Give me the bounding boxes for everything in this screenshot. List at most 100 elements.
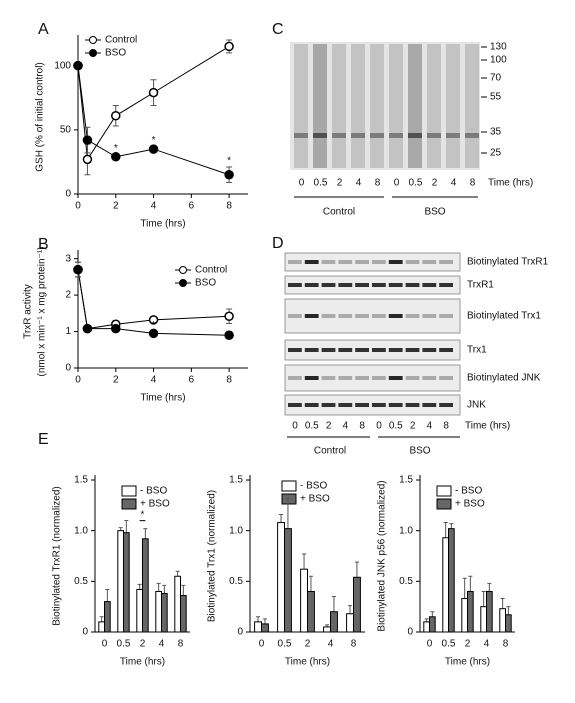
legend-marker xyxy=(179,279,187,287)
blot-band xyxy=(355,314,369,318)
blot-band xyxy=(388,348,403,352)
blot-band xyxy=(405,403,420,407)
x-tick-label: 4 xyxy=(159,639,165,650)
legend-label: - BSO xyxy=(300,481,327,492)
blot-band xyxy=(288,260,302,264)
blot-band xyxy=(321,314,336,318)
legend-marker xyxy=(89,36,97,44)
error-bar xyxy=(285,497,290,529)
x-tick-label: 6 xyxy=(189,201,195,212)
significance: * xyxy=(114,143,118,154)
blot-band xyxy=(338,348,353,352)
group-label: Control xyxy=(314,446,346,457)
bar xyxy=(307,590,315,633)
point xyxy=(73,264,83,275)
panel-label: D xyxy=(272,235,284,252)
blot-band xyxy=(439,283,453,287)
blot-band xyxy=(388,376,403,380)
x-tick-label: 4 xyxy=(328,639,334,650)
legend-swatch xyxy=(281,480,297,492)
blot-lane xyxy=(465,44,479,168)
blot-band xyxy=(422,376,437,380)
legend-swatch xyxy=(121,498,137,510)
blot-band xyxy=(321,376,336,380)
blot-band xyxy=(370,133,384,138)
legend-label: + BSO xyxy=(300,494,330,505)
error-bar xyxy=(162,584,167,594)
lane-label: 8 xyxy=(470,178,476,189)
x-tick-label: 0 xyxy=(259,639,265,650)
x-tick-label: 0.5 xyxy=(278,639,292,650)
blot-band xyxy=(294,133,308,138)
bar xyxy=(174,575,182,633)
blot-band xyxy=(288,403,302,407)
y-axis-title: (nmol x min⁻¹ x mg protein⁻¹) xyxy=(37,246,48,376)
x-axis-title: Time (hrs) xyxy=(120,657,165,668)
significance: * xyxy=(152,320,156,331)
error-bar xyxy=(331,596,336,612)
y-tick-label: 0 xyxy=(65,189,71,200)
error-bar xyxy=(424,618,429,622)
y-tick-label: 0 xyxy=(82,627,88,638)
mw-marker: 130 xyxy=(490,42,507,53)
legend-swatch xyxy=(436,485,452,497)
y-tick-label: 1 xyxy=(65,326,71,337)
bar xyxy=(429,616,436,633)
point xyxy=(224,330,234,340)
blot-band xyxy=(355,403,369,407)
y-tick-label: 0 xyxy=(407,627,413,638)
lane-label: 8 xyxy=(443,421,449,432)
blot-band xyxy=(338,283,353,287)
bar xyxy=(180,595,187,633)
blot-lane xyxy=(408,44,422,168)
x-tick-label: 0.5 xyxy=(442,639,456,650)
legend-swatch xyxy=(436,498,452,510)
row-label: TrxR1 xyxy=(467,280,494,291)
blot-band xyxy=(388,403,403,407)
blot-band xyxy=(422,403,437,407)
bar xyxy=(155,590,163,633)
bar xyxy=(261,623,269,633)
error-bar xyxy=(124,520,129,533)
bar xyxy=(323,626,332,633)
blot-band xyxy=(388,314,403,318)
blot-band xyxy=(288,348,302,352)
blot-band xyxy=(389,133,403,138)
x-tick-label: 2 xyxy=(113,375,119,386)
x-tick-label: 6 xyxy=(189,375,195,386)
blot-lane xyxy=(446,44,460,168)
x-tick-label: 0.5 xyxy=(117,639,131,650)
blot-band xyxy=(355,348,369,352)
blot-band xyxy=(405,283,420,287)
error-bar xyxy=(143,528,148,539)
point xyxy=(82,154,93,165)
error-bar xyxy=(181,584,186,596)
lane-label: 2 xyxy=(337,178,343,189)
bar xyxy=(480,606,487,633)
lane-label: 2 xyxy=(410,421,416,432)
x-tick-label: 4 xyxy=(151,201,157,212)
blot-band xyxy=(351,133,365,138)
y-axis-title: Biotinylated Trx1 (normalized) xyxy=(207,490,218,622)
bar xyxy=(117,530,125,633)
blot-band xyxy=(288,283,302,287)
y-tick-label: 1.5 xyxy=(229,475,243,486)
legend-marker xyxy=(89,49,97,57)
bar xyxy=(423,621,430,633)
blot-band xyxy=(304,260,319,264)
lane-label: 0.5 xyxy=(305,421,319,432)
bar xyxy=(123,532,130,633)
bar xyxy=(486,590,493,633)
error-bar xyxy=(118,527,123,531)
time-label: Time (hrs) xyxy=(488,178,533,189)
lane-label: 4 xyxy=(356,178,362,189)
group-label: BSO xyxy=(424,207,445,218)
blot-band xyxy=(439,314,453,318)
x-tick-label: 2 xyxy=(465,639,471,650)
blot-band xyxy=(338,260,353,264)
blot-lane xyxy=(294,44,308,168)
mw-marker: 35 xyxy=(490,127,502,138)
bar xyxy=(136,588,144,633)
lane-label: 0.5 xyxy=(389,421,403,432)
